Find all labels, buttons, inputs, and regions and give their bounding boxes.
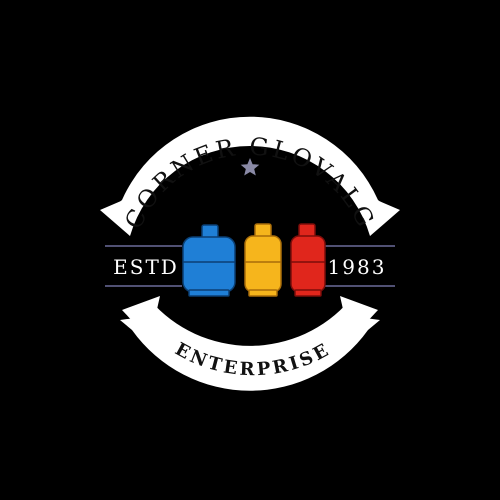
red-gas-cylinder-icon bbox=[290, 223, 326, 297]
estd-year: 1983 bbox=[328, 255, 387, 279]
star-icon bbox=[240, 158, 260, 176]
bottom-ribbon bbox=[120, 296, 380, 391]
blue-gas-cylinder-icon bbox=[182, 224, 236, 297]
brand-name: CORNER GLOVALG bbox=[119, 132, 380, 233]
top-ribbon bbox=[100, 116, 400, 240]
estd-label: ESTD bbox=[113, 255, 179, 279]
divider-lines bbox=[105, 245, 395, 287]
yellow-gas-cylinder-icon bbox=[244, 223, 282, 297]
